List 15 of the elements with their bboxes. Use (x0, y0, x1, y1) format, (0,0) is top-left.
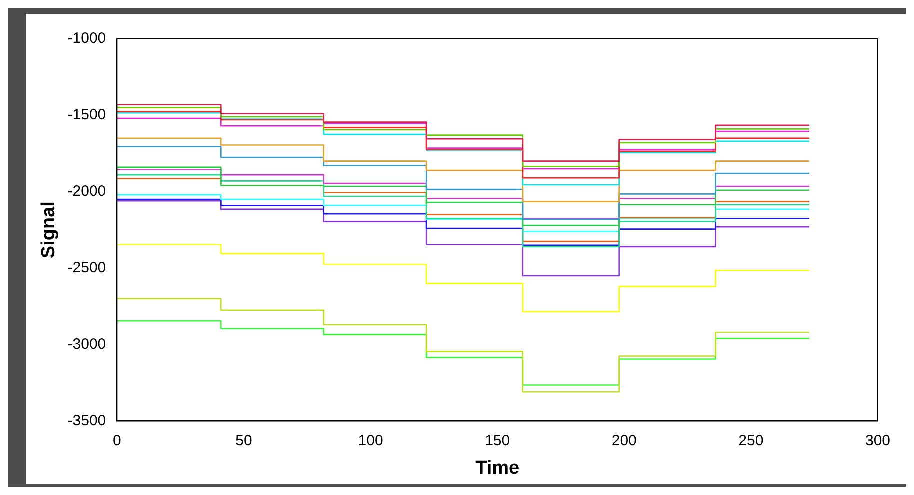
x-tick-label: 100 (358, 432, 384, 450)
y-axis-title: Signal (38, 202, 60, 259)
x-tick-label: 200 (612, 432, 637, 450)
x-tick-label: 150 (485, 432, 510, 450)
y-tick-label: -3000 (68, 336, 106, 353)
y-tick-label: -1000 (68, 30, 106, 48)
y-tick-label: -3500 (68, 412, 106, 430)
x-tick-label: 50 (236, 432, 252, 450)
x-axis-title: Time (476, 458, 520, 479)
x-tick-label: 0 (112, 432, 122, 450)
y-tick-label: -2000 (68, 183, 106, 200)
x-tick-label: 300 (865, 432, 891, 450)
y-tick-label: -1500 (68, 106, 106, 124)
x-tick-label: 250 (738, 432, 764, 450)
y-tick-label: -2500 (68, 259, 106, 276)
